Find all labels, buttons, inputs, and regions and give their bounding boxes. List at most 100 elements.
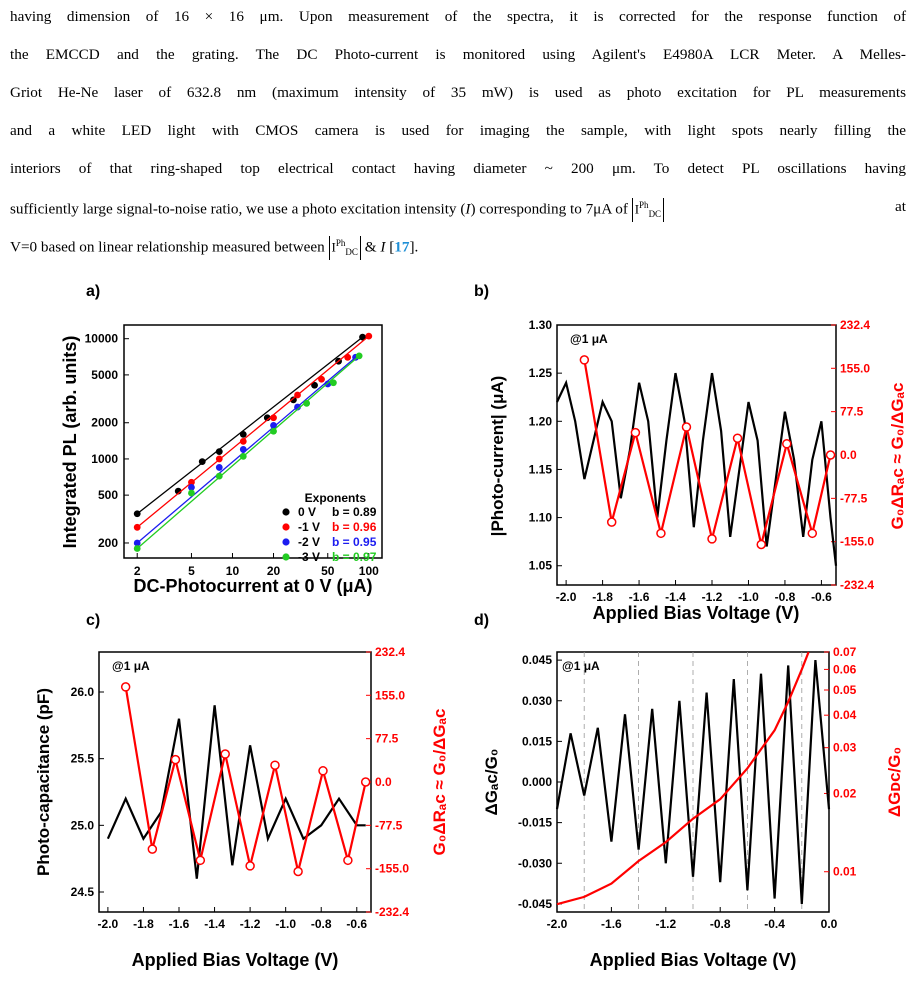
panel-c-ytick-left-label: 24.5 — [71, 885, 95, 899]
panel-d-ytick-right-label: 0.07 — [833, 645, 857, 659]
panel-d-ytick-left-label: 0.000 — [522, 775, 552, 789]
panel-c-ylabel-right: G₀ΔRₐᴄ ≈ G₀/ΔGₐᴄ — [430, 709, 449, 856]
panel-d-xtick-label: -2.0 — [547, 917, 568, 931]
panel-a-point — [133, 539, 141, 547]
panel-b-ytick-left-label: 1.25 — [529, 366, 553, 380]
line7-bracket-close: ]. — [409, 238, 419, 256]
panel-b-xtick-label: -0.8 — [775, 590, 796, 604]
panel-a-xtick-label: 100 — [359, 564, 379, 578]
panel-a-legend-exponent: b = 0.96 — [332, 520, 377, 534]
panel-c-chart: -2.0 -1.8 -1.6 -1.4 -1.2 -1.0 -0.8 -0.6 26.0 25.5… — [34, 645, 449, 970]
panel-c-point — [120, 682, 131, 692]
panel-a-point — [318, 375, 325, 383]
panel-a-point — [215, 448, 223, 456]
panel-b-ytick-right-label: 0.0 — [840, 448, 857, 462]
panel-a-ylabel: Integrated PL (arb. units) — [60, 336, 80, 549]
panel-a-point — [239, 437, 247, 445]
panel-a-frame — [123, 324, 383, 559]
panel-b-xtick-label: -1.0 — [738, 590, 759, 604]
panel-d-label: d) — [474, 612, 489, 629]
panel-a-point — [294, 391, 301, 399]
panel-c-ytick-right-label: 77.5 — [375, 732, 399, 746]
panel-a-point — [133, 545, 141, 552]
panel-c-ytick-right-label: -232.4 — [375, 905, 409, 919]
panel-b-xlabel: Applied Bias Voltage (V) — [593, 603, 800, 623]
panel-b-point — [782, 439, 792, 449]
panel-a-xtick-label: 5 — [188, 564, 195, 578]
reference-link[interactable]: 17 — [394, 238, 410, 256]
panel-b-content: -2.0 -1.8 -1.6 -1.4 -1.2 -1.0 -0.8 -0.6 1.30 1.25… — [529, 318, 875, 604]
panel-a-point — [198, 458, 206, 466]
panel-c-label: c) — [86, 612, 100, 629]
panel-c-point — [293, 866, 303, 877]
panel-b-ytick-right-label: -77.5 — [840, 491, 868, 505]
line6-text-a: sufficiently large signal-to-noise ratio… — [10, 200, 466, 218]
panel-d-ytick-right-label: 0.01 — [833, 865, 857, 879]
panel-a-fit-line — [136, 336, 363, 515]
abs-photocurrent-1: IPhDC — [631, 198, 665, 222]
panel-a-point — [270, 414, 277, 422]
panel-a-legend-exponent: b = 0.97 — [332, 550, 377, 564]
panel-c-xlabel: Applied Bias Voltage (V) — [132, 950, 339, 970]
panel-c-ytick-left-label: 25.5 — [71, 752, 95, 766]
paragraph-line-2: the EMCCD and the grating. The DC Photo-… — [10, 46, 906, 63]
line6-text-b: ) corresponding to 7μA of — [470, 200, 628, 218]
panel-b-point — [756, 539, 766, 550]
panel-b-xtick-label: -1.4 — [665, 590, 686, 604]
line7-text-a: V=0 based on linear relationship measure… — [10, 238, 325, 256]
panel-c-xtick-label: -1.4 — [204, 917, 225, 931]
panel-c-ytick-left-label: 26.0 — [71, 685, 95, 699]
panel-c-ytick-right-label: -77.5 — [375, 818, 403, 832]
paragraph-line-4: and a white LED light with CMOS camera i… — [10, 122, 906, 139]
panel-a-ytick-label: 200 — [98, 536, 118, 550]
panel-b-ylabel-right: G₀ΔRₐᴄ ≈ G₀/ΔGₐᴄ — [888, 383, 907, 530]
panel-a-ytick-label: 10000 — [85, 332, 119, 346]
panel-a-point — [188, 478, 195, 486]
panel-a-point — [311, 381, 318, 389]
paragraph-line-1: having dimension of 16 × 16 μm. Upon mea… — [10, 8, 906, 25]
panel-a-xtick-label: 2 — [134, 564, 141, 578]
panel-b-label: b) — [474, 283, 489, 300]
panel-a-ytick-label: 2000 — [91, 416, 118, 430]
panel-c-xtick-label: -1.6 — [169, 917, 190, 931]
panel-b-xtick-label: -1.2 — [702, 590, 723, 604]
panel-c-point — [245, 861, 255, 871]
panel-c-point — [195, 855, 206, 866]
panel-b-ytick-left-label: 1.20 — [529, 414, 553, 428]
panel-a-ytick-label: 5000 — [91, 368, 118, 382]
panel-c-point — [270, 760, 280, 770]
line7-bracket-open: [ — [389, 238, 395, 256]
panel-a-point — [330, 379, 337, 387]
panel-a-legend-marker — [282, 553, 290, 561]
panel-d-xtick-label: 0.0 — [821, 917, 838, 931]
panel-b-point — [807, 528, 818, 539]
panel-a-point — [133, 523, 141, 531]
paragraph-line-3: Griot He-Ne laser of 632.8 nm (maximum i… — [10, 84, 906, 101]
panel-c-xtick-label: -0.6 — [346, 917, 367, 931]
panel-a-point — [239, 446, 247, 453]
panel-c-xtick-label: -2.0 — [98, 917, 119, 931]
panel-a-legend-exponent: b = 0.95 — [332, 535, 377, 549]
panel-a-point — [270, 422, 277, 429]
panel-c-xtick-label: -1.2 — [240, 917, 261, 931]
line6-text-c: at — [895, 198, 906, 215]
panel-a-point — [270, 427, 277, 435]
panel-a-fit-line — [136, 355, 360, 549]
panel-d-ytick-left-label: 0.015 — [522, 734, 552, 748]
panel-a-ticks: 2 5 10 20 50 100 10000 5000 2000 1000 500 200 — [85, 332, 379, 578]
abs-base: I — [331, 239, 336, 255]
abs-base: I — [634, 201, 640, 217]
panel-d-series-line — [555, 659, 831, 904]
panel-a-point — [215, 472, 223, 480]
panel-d-ytick-left-label: 0.030 — [522, 694, 552, 708]
panel-a-point — [263, 414, 271, 422]
panel-a-point — [188, 489, 195, 497]
panel-d-ytick-right-label: 0.04 — [833, 708, 857, 722]
panel-d-ytick-right-label: 0.06 — [833, 662, 857, 676]
panel-a-legend-name: -2 V — [298, 535, 320, 549]
panel-b-xtick-label: -1.8 — [592, 590, 613, 604]
panel-b-xtick-label: -1.6 — [629, 590, 650, 604]
panel-d-ytick-left-label: 0.045 — [522, 653, 552, 667]
panel-a-legend: 0 V b = 0.89 -1 V b = 0.96 -2 V b = 0.95 -3 V b… — [282, 505, 377, 564]
